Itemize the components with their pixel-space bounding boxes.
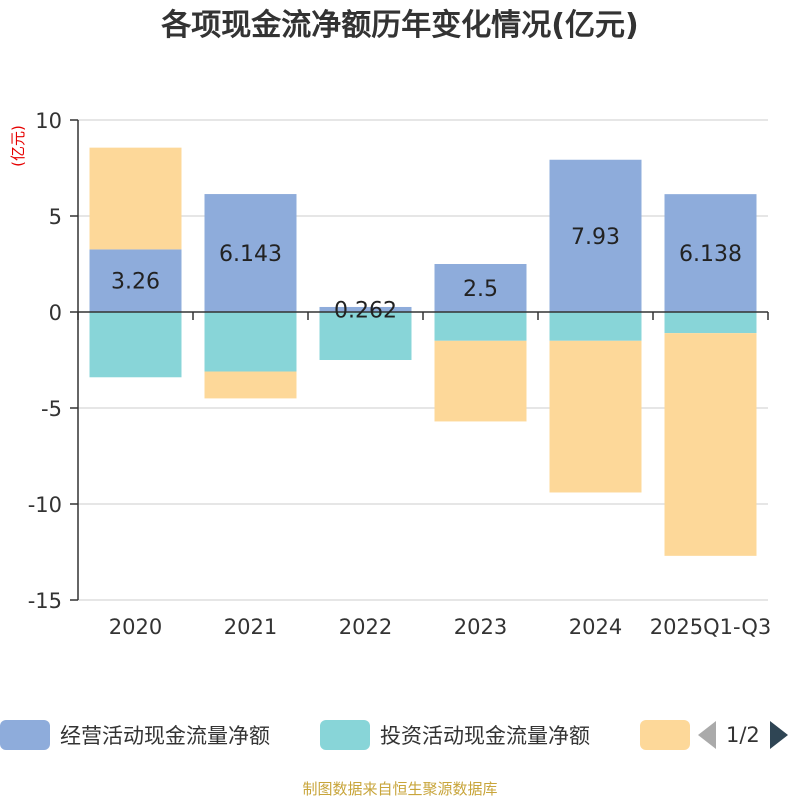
bars bbox=[89, 147, 757, 556]
data-label: 7.93 bbox=[571, 225, 620, 250]
bar-series2-2025Q1-Q3[interactable] bbox=[664, 333, 757, 556]
bar-series1-2020[interactable] bbox=[89, 312, 182, 378]
x-tick-label: 2021 bbox=[224, 615, 277, 639]
bar-series1-2025Q1-Q3[interactable] bbox=[664, 312, 757, 334]
y-tick-label: 5 bbox=[49, 205, 62, 229]
chart-title: 各项现金流净额历年变化情况(亿元) bbox=[161, 8, 639, 43]
legend-swatch-financing bbox=[640, 720, 690, 750]
legend-item-financing[interactable] bbox=[640, 720, 690, 750]
bar-series1-2021[interactable] bbox=[204, 312, 297, 372]
axes: 10 5 0 -5 -10 -15 2020 2021 2022 2023 2024 2025Q1-Q… bbox=[28, 109, 772, 639]
bar-series0-2020[interactable] bbox=[89, 249, 182, 312]
bar-series1-2023[interactable] bbox=[434, 312, 527, 341]
data-label: 6.143 bbox=[219, 242, 282, 267]
x-tick-label: 2022 bbox=[339, 615, 392, 639]
legend-swatch-investing bbox=[320, 720, 370, 750]
y-tick-label: 0 bbox=[49, 301, 62, 325]
x-tick-label: 2020 bbox=[109, 615, 162, 639]
source-note: 制图数据来自恒生聚源数据库 bbox=[302, 780, 498, 798]
bar-series1-2022[interactable] bbox=[319, 312, 412, 360]
data-labels: 3.26 6.143 0.262 2.5 7.93 6.138 bbox=[111, 225, 742, 324]
legend-label-investing: 投资活动现金流量净额 bbox=[380, 724, 590, 748]
bar-series0-2022[interactable] bbox=[319, 306, 412, 312]
legend-swatch-operating bbox=[0, 720, 50, 750]
bar-series2-2020[interactable] bbox=[89, 147, 182, 250]
pager-text: 1/2 bbox=[726, 723, 760, 747]
x-tick-label: 2023 bbox=[454, 615, 507, 639]
data-label: 6.138 bbox=[679, 242, 742, 267]
y-axis-label: (亿元) bbox=[9, 125, 27, 167]
bar-series1-2024[interactable] bbox=[549, 312, 642, 341]
legend-item-investing[interactable]: 投资活动现金流量净额 bbox=[320, 720, 590, 750]
pager-prev-icon[interactable] bbox=[698, 721, 716, 749]
y-tick-label: 10 bbox=[35, 109, 62, 133]
legend-pager: 1/2 bbox=[698, 720, 788, 750]
legend-label-operating: 经营活动现金流量净额 bbox=[60, 724, 270, 748]
x-tick-label: 2024 bbox=[569, 615, 622, 639]
bar-series2-2023[interactable] bbox=[434, 340, 527, 422]
data-label: 0.262 bbox=[334, 298, 397, 323]
bar-series2-2021[interactable] bbox=[204, 371, 297, 399]
bar-series2-2024[interactable] bbox=[549, 340, 642, 493]
data-label: 3.26 bbox=[111, 270, 160, 295]
pager-next-icon[interactable] bbox=[769, 721, 788, 749]
bar-series0-2024[interactable] bbox=[549, 159, 642, 312]
y-tick-label: -15 bbox=[28, 589, 62, 613]
x-tick-label: 2025Q1-Q3 bbox=[650, 615, 772, 639]
y-tick-label: -5 bbox=[41, 397, 62, 421]
legend-item-operating[interactable]: 经营活动现金流量净额 bbox=[0, 720, 270, 750]
chart: 10 5 0 -5 -10 -15 2020 2021 2022 2023 2024 2025Q1-Q… bbox=[9, 109, 772, 639]
bar-series0-2021[interactable] bbox=[204, 194, 297, 312]
legend: 经营活动现金流量净额 投资活动现金流量净额 1/2 bbox=[0, 712, 800, 756]
bar-series0-2023[interactable] bbox=[434, 264, 527, 312]
data-label: 2.5 bbox=[463, 277, 498, 302]
bar-series0-2025Q1-Q3[interactable] bbox=[664, 194, 757, 312]
y-tick-label: -10 bbox=[28, 493, 62, 517]
